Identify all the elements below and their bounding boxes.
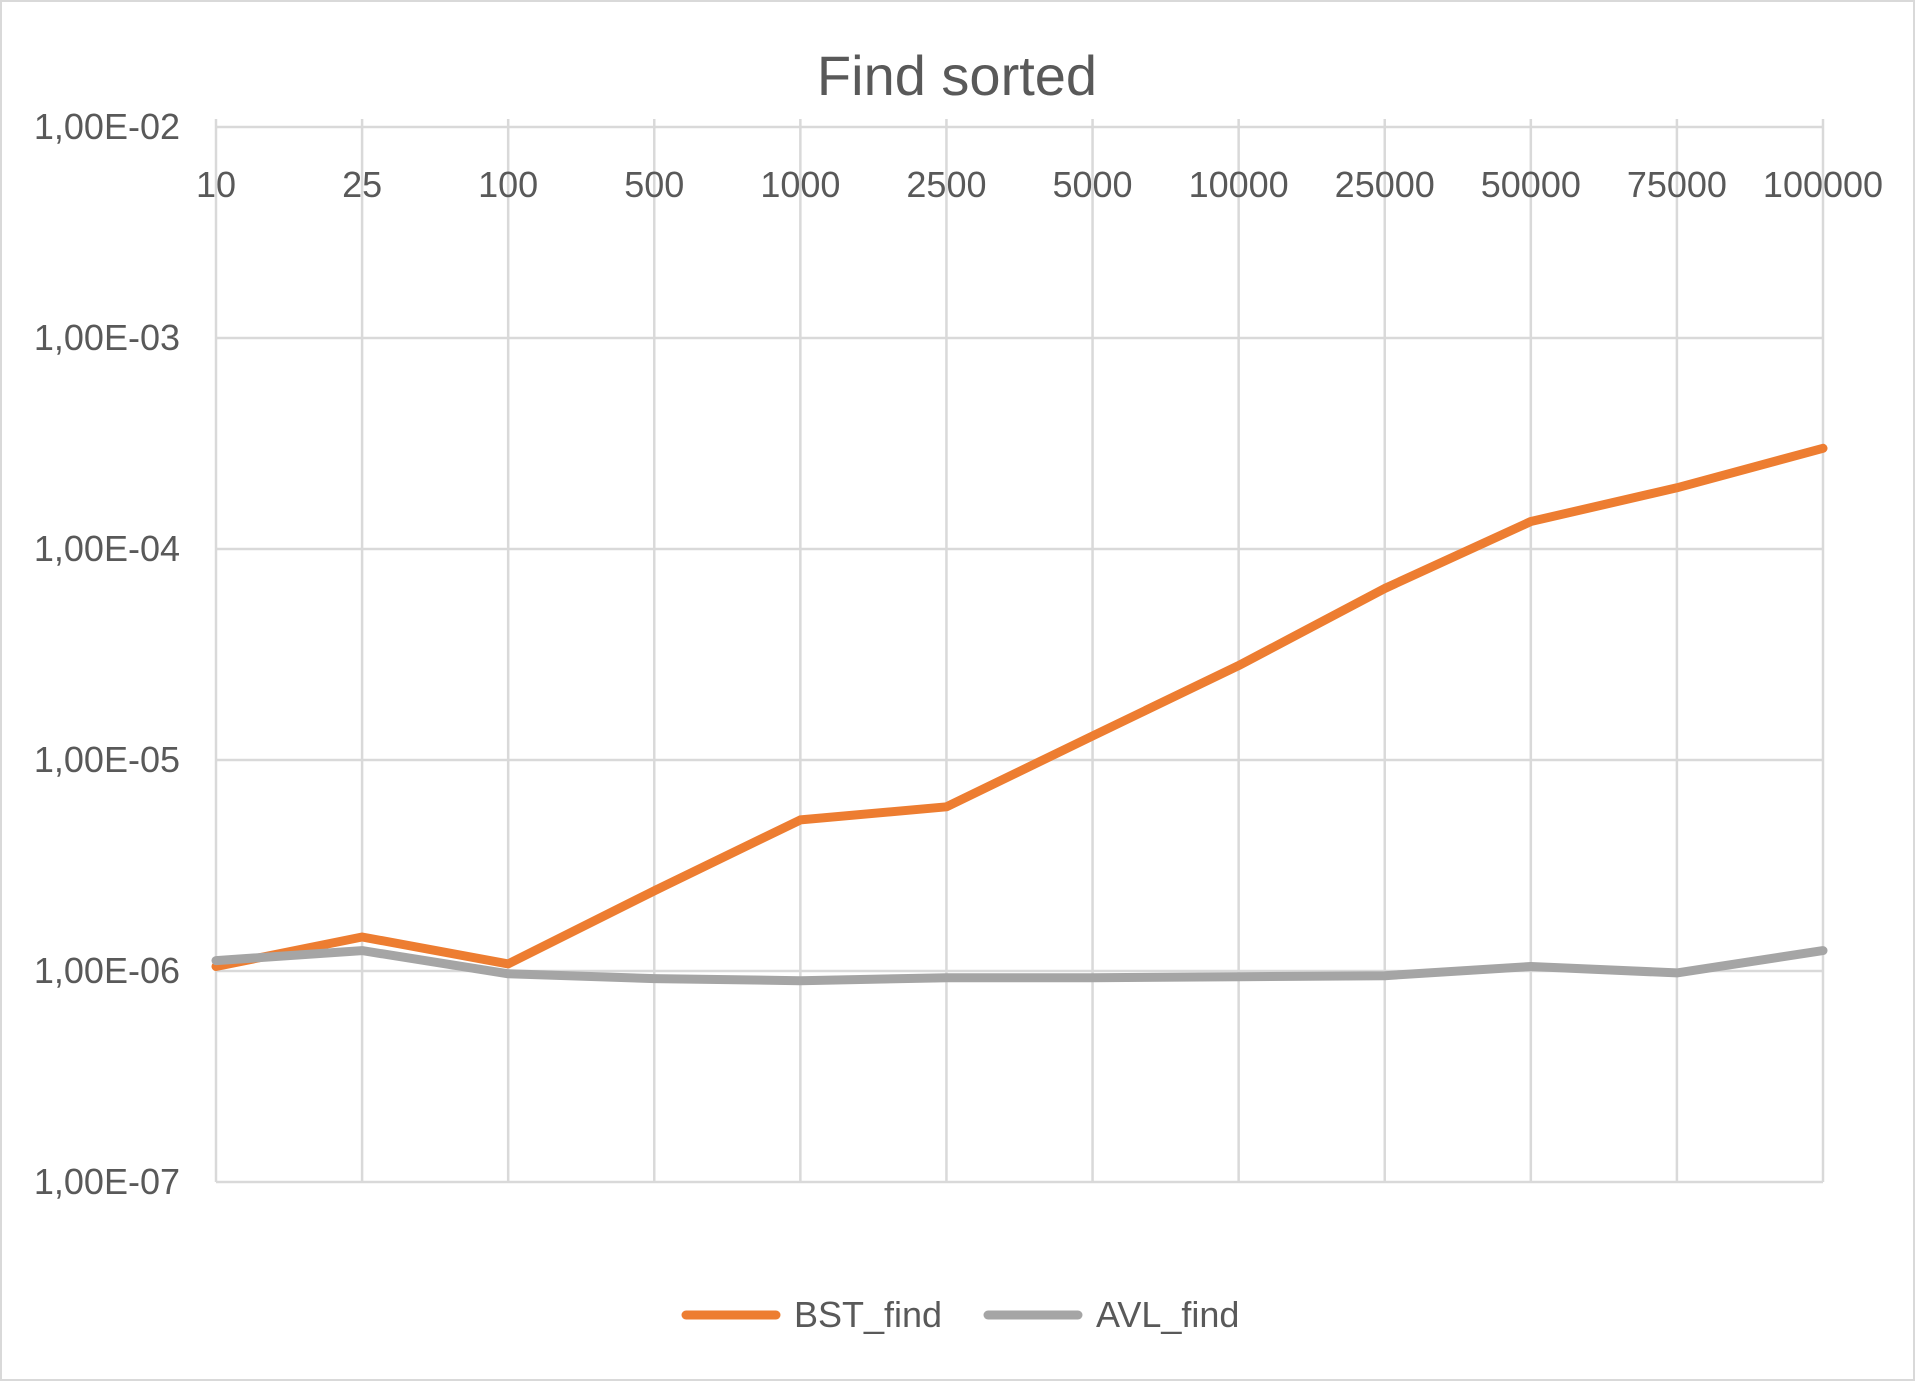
y-tick-label: 1,00E-03: [34, 317, 180, 358]
y-tick-label: 1,00E-07: [34, 1161, 180, 1202]
y-tick-label: 1,00E-05: [34, 739, 180, 780]
chart-title: Find sorted: [817, 44, 1097, 107]
axes: 1,00E-02 1,00E-03 1,00E-04 1,00E-05 1,00E-06…: [34, 106, 1883, 1202]
x-tick-label: 75000: [1627, 164, 1727, 205]
x-tick-label: 100: [478, 164, 538, 205]
x-tick-label: 5000: [1052, 164, 1132, 205]
x-tick-label: 25000: [1335, 164, 1435, 205]
series-line-bst-find: [211, 443, 1828, 971]
series-line-avl-find: [211, 946, 1828, 986]
y-tick-label: 1,00E-02: [34, 106, 180, 147]
y-tick-label: 1,00E-06: [34, 950, 180, 991]
x-tick-label: 100000: [1763, 164, 1883, 205]
legend-label: AVL_find: [1096, 1294, 1239, 1335]
x-tick-label: 25: [342, 164, 382, 205]
series-lines: [211, 443, 1828, 986]
legend: BST_find AVL_find: [681, 1294, 1239, 1335]
x-tick-label: 2500: [906, 164, 986, 205]
x-tick-label: 10000: [1189, 164, 1289, 205]
x-tick-label: 1000: [760, 164, 840, 205]
x-tick-label: 500: [624, 164, 684, 205]
y-tick-label: 1,00E-04: [34, 528, 180, 569]
x-tick-label: 10: [196, 164, 236, 205]
legend-label: BST_find: [794, 1294, 942, 1335]
gridlines: [214, 119, 1825, 1184]
x-tick-label: 50000: [1481, 164, 1581, 205]
